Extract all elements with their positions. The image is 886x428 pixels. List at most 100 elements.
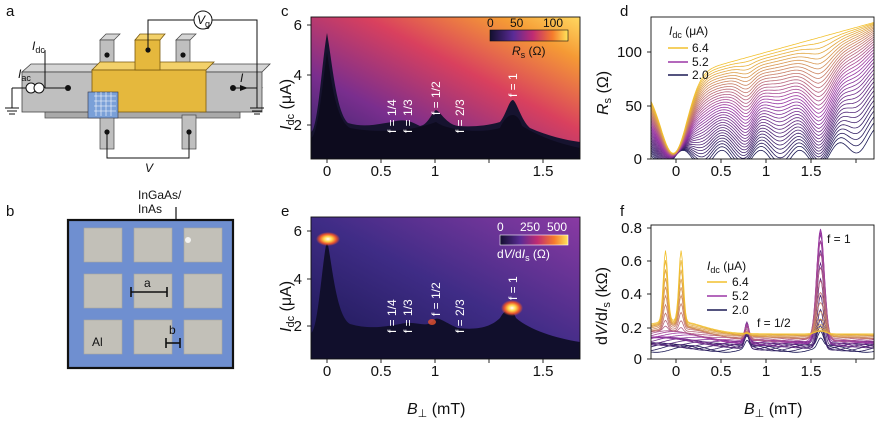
d-curve-8 xyxy=(651,85,874,159)
colorbar-c-tick-1: 50 xyxy=(510,16,524,30)
annotation-c-f14: f = 1/4 xyxy=(385,99,399,133)
e-ylabel: Idc (μA) xyxy=(278,281,297,332)
d-legend-label-2: 2.0 xyxy=(692,68,709,82)
colorbar-c-tick-2: 100 xyxy=(543,16,563,30)
d-ylabel: Rs (Ω) xyxy=(595,71,614,115)
d-curve-14 xyxy=(651,61,874,158)
material-line2: InAs xyxy=(138,202,162,216)
panel-label-c: c xyxy=(281,3,289,20)
f-ytick-4: 0.8 xyxy=(621,220,642,237)
i-label: I xyxy=(240,71,244,85)
d-curve-33 xyxy=(651,22,874,154)
f-legend-label-1: 5.2 xyxy=(732,289,749,303)
f-legend-title: Idc (μA) xyxy=(707,259,746,275)
d-curve-2 xyxy=(651,116,874,159)
e-xtick-0: 0 xyxy=(323,363,331,380)
annotation-e-f13: f = 1/3 xyxy=(401,299,415,333)
f-curve-25 xyxy=(651,250,874,335)
d-curve-3 xyxy=(651,110,874,159)
curves-f xyxy=(651,228,874,353)
colorbar-c-label: Rs (Ω) xyxy=(512,44,545,60)
annotation-c-f13: f = 1/3 xyxy=(401,99,415,133)
micrograph xyxy=(66,218,235,370)
d-ytick-1: 50 xyxy=(625,98,642,115)
metal-label: Al xyxy=(92,335,103,349)
f-curve-24 xyxy=(651,260,874,336)
f-ytick-0: 0 xyxy=(634,351,642,368)
colorbar-e-tick-0: 0 xyxy=(497,220,504,234)
material-line1: InGaAs/ xyxy=(138,188,182,202)
annotation-e-f14: f = 1/4 xyxy=(385,299,399,333)
d-curve-19 xyxy=(651,46,874,157)
d-curve-6 xyxy=(651,95,874,159)
colorbar-e xyxy=(499,234,569,246)
f-legend-label-2: 2.0 xyxy=(732,303,749,317)
f-curve-22 xyxy=(651,278,874,337)
device-schematic xyxy=(5,10,271,159)
colorbar-c-tick-0: 0 xyxy=(487,16,494,30)
d-legend-label-1: 5.2 xyxy=(692,55,709,69)
panel-label-a: a xyxy=(6,3,15,20)
panel-label-d: d xyxy=(620,3,628,20)
f-xlabel: B⊥ (mT) xyxy=(744,401,802,420)
f-curve-4 xyxy=(651,308,874,350)
f-xtick-2: 1 xyxy=(762,363,770,380)
panel-label-f: f xyxy=(620,203,625,220)
e-xtick-3: 1.5 xyxy=(533,363,554,380)
d-ytick-2: 100 xyxy=(617,44,642,61)
d-ytick-0: 0 xyxy=(634,151,642,168)
d-xtick-0: 0 xyxy=(672,163,680,180)
c-ytick-0: 2 xyxy=(294,117,302,134)
d-curve-5 xyxy=(651,100,874,159)
e-xtick-2: 1 xyxy=(431,363,439,380)
f-annotation-f12: f = 1/2 xyxy=(757,316,791,330)
panel-label-e: e xyxy=(281,203,289,220)
c-xtick-1: 0.5 xyxy=(371,163,392,180)
d-curve-10 xyxy=(651,77,874,159)
curves-d xyxy=(651,22,874,159)
d-curve-21 xyxy=(651,41,874,156)
d-curve-15 xyxy=(651,58,874,158)
annotation-e-f23: f = 2/3 xyxy=(453,299,467,333)
f-ylabel: dV/dIs (kΩ) xyxy=(594,267,613,345)
v-label: V xyxy=(145,161,154,175)
f-annotation-f1: f = 1 xyxy=(827,232,851,246)
c-ytick-2: 6 xyxy=(294,17,302,34)
c-xtick-0: 0 xyxy=(323,163,331,180)
c-ytick-1: 4 xyxy=(294,67,302,84)
f-curve-23 xyxy=(651,269,874,336)
f-ytick-2: 0.4 xyxy=(621,286,642,303)
d-curve-7 xyxy=(651,90,874,159)
e-ytick-2: 6 xyxy=(294,223,302,240)
panel-label-b: b xyxy=(6,203,14,220)
f-curve-1 xyxy=(651,330,874,353)
d-curve-11 xyxy=(651,73,874,159)
f-curve-17 xyxy=(651,280,874,340)
f-xtick-3: 1.5 xyxy=(801,363,822,380)
d-legend-title: Idc (μA) xyxy=(669,24,708,40)
d-curve-16 xyxy=(651,55,874,157)
scale-b-label: b xyxy=(169,323,176,337)
annotation-c-f1: f = 1 xyxy=(506,73,520,97)
f-curve-10 xyxy=(651,234,874,346)
d-curve-9 xyxy=(651,81,874,159)
c-xtick-2: 1 xyxy=(431,163,439,180)
idc-label: Idc xyxy=(32,39,45,55)
f-xtick-0: 0 xyxy=(672,363,680,380)
e-ytick-0: 2 xyxy=(294,318,302,335)
d-xtick-2: 1 xyxy=(762,163,770,180)
colorbar-e-tick-2: 500 xyxy=(547,220,567,234)
f-xtick-1: 0.5 xyxy=(711,363,732,380)
d-curve-17 xyxy=(651,52,874,157)
colorbar-e-tick-1: 250 xyxy=(520,220,540,234)
e-xlabel: B⊥ (mT) xyxy=(407,401,465,420)
f-curve-9 xyxy=(651,240,874,347)
f-curve-3 xyxy=(651,318,874,351)
iac-label: Iac xyxy=(18,67,31,83)
d-xtick-3: 1.5 xyxy=(801,163,822,180)
f-ytick-3: 0.6 xyxy=(621,253,642,270)
colorbar-e-label: dV/dIs (Ω) xyxy=(497,247,550,263)
c-xtick-3: 1.5 xyxy=(533,163,554,180)
annotation-e-f12: f = 1/2 xyxy=(429,282,443,316)
